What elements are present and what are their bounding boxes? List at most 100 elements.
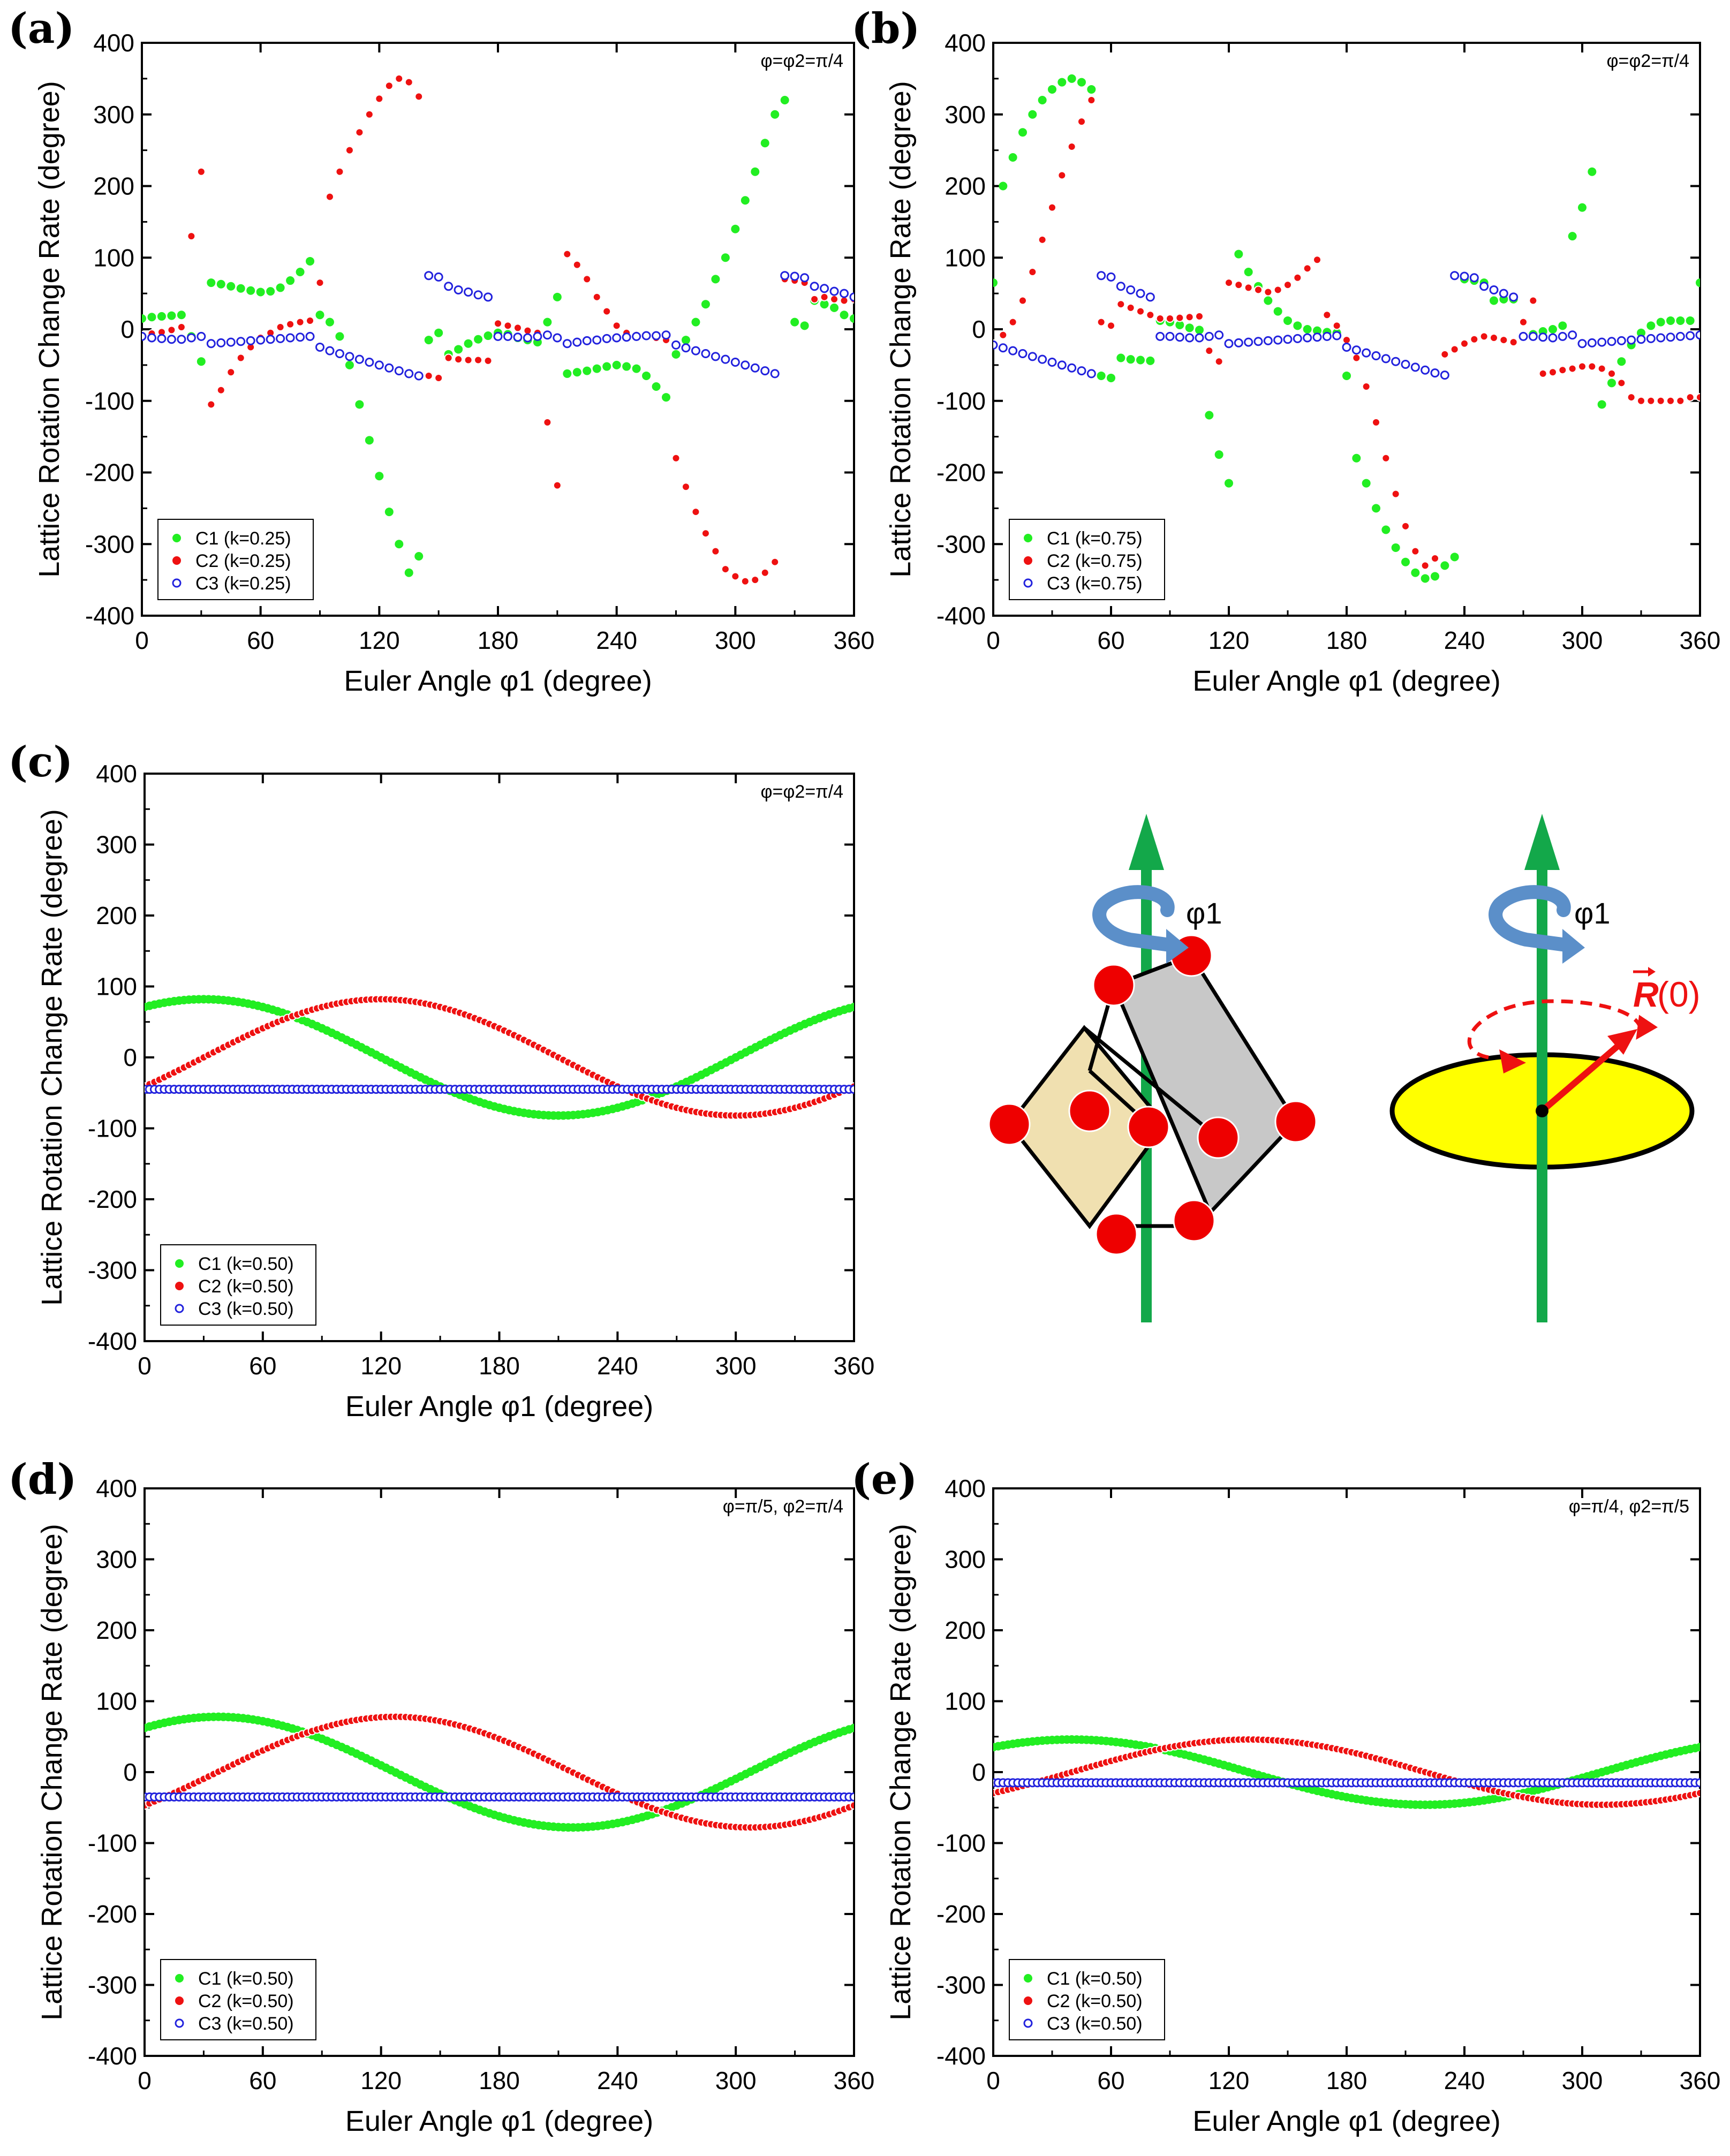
data-point xyxy=(384,363,394,373)
data-point xyxy=(414,371,424,381)
data-point xyxy=(177,322,186,331)
legend-marker xyxy=(1023,578,1033,588)
data-point xyxy=(1214,450,1223,459)
data-point xyxy=(681,343,691,353)
x-tick-label: 180 xyxy=(1326,626,1368,654)
data-point xyxy=(1253,337,1263,346)
data-point xyxy=(1440,370,1449,380)
data-point xyxy=(760,366,770,376)
data-point xyxy=(1391,489,1400,498)
legend-label: C1 (k=0.50) xyxy=(1047,1969,1143,1989)
data-point xyxy=(622,332,631,342)
data-point xyxy=(1489,285,1499,294)
legend-label: C3 (k=0.50) xyxy=(198,2014,294,2034)
data-point xyxy=(1637,396,1645,405)
data-point xyxy=(296,268,305,276)
data-point xyxy=(533,331,542,341)
y-tick-label: -300 xyxy=(936,1971,986,1999)
data-point xyxy=(701,349,711,358)
y-tick-label: -400 xyxy=(936,602,986,630)
y-tick-label: 0 xyxy=(972,315,986,343)
data-point xyxy=(751,167,760,176)
atom xyxy=(1127,1106,1170,1148)
legend-marker xyxy=(172,578,182,588)
data-point xyxy=(1116,300,1125,309)
y-tick-label: 100 xyxy=(945,244,986,271)
data-point xyxy=(474,335,483,344)
data-point xyxy=(1028,268,1037,276)
data-point xyxy=(315,278,324,288)
data-point xyxy=(1214,357,1223,366)
data-point xyxy=(1234,338,1243,347)
y-tick-label: -300 xyxy=(936,530,986,558)
data-point xyxy=(1057,171,1067,180)
data-point xyxy=(513,332,523,342)
data-point xyxy=(296,332,305,342)
data-point xyxy=(1696,1743,1700,1752)
data-point xyxy=(562,339,572,349)
data-point xyxy=(1195,333,1204,343)
data-point xyxy=(1175,313,1184,322)
data-point xyxy=(1195,312,1204,321)
y-tick-label: 200 xyxy=(945,172,986,200)
data-point xyxy=(1421,561,1430,570)
legend-marker xyxy=(175,1974,184,1983)
data-point xyxy=(1362,479,1371,488)
data-point xyxy=(810,294,819,304)
series-c1 xyxy=(145,995,854,1120)
data-point xyxy=(1490,334,1498,343)
data-point xyxy=(1283,335,1293,344)
legend-marker xyxy=(1024,556,1032,565)
data-point xyxy=(276,283,285,292)
legend-marker xyxy=(1024,534,1032,542)
data-point xyxy=(1686,316,1695,325)
data-point xyxy=(1322,331,1332,341)
data-point xyxy=(850,1002,854,1011)
data-point xyxy=(1214,330,1224,340)
x-tick-label: 180 xyxy=(478,626,519,654)
data-point xyxy=(1381,453,1391,463)
data-point xyxy=(1008,153,1017,162)
data-point xyxy=(1293,321,1302,330)
data-point xyxy=(1008,346,1018,355)
data-point xyxy=(1568,364,1577,373)
data-point xyxy=(1312,332,1322,342)
data-point xyxy=(1273,307,1282,316)
x-tick-label: 300 xyxy=(1562,626,1603,654)
series-c3 xyxy=(993,271,1700,380)
data-point xyxy=(216,338,226,347)
data-point xyxy=(1401,360,1410,369)
data-point xyxy=(1450,553,1459,562)
data-point xyxy=(1038,235,1047,244)
data-point xyxy=(1057,360,1067,370)
y-axis-label: Lattice Rotation Change Rate (degree) xyxy=(36,1524,68,2021)
data-point xyxy=(800,273,810,283)
data-point xyxy=(1097,371,1106,380)
y-tick-label: -400 xyxy=(88,1327,137,1355)
x-tick-label: 0 xyxy=(986,2067,1000,2094)
data-point xyxy=(484,356,493,365)
data-point xyxy=(1587,338,1597,347)
data-point xyxy=(1578,362,1587,371)
data-point xyxy=(474,355,483,365)
data-point xyxy=(671,340,681,350)
data-point xyxy=(1362,348,1371,358)
data-point xyxy=(849,1085,854,1094)
panel-a: (a) 0 60 120 180 240 300 360 400 300 200 100 0 -100 -2… xyxy=(8,4,874,697)
data-point xyxy=(1695,330,1700,340)
data-point xyxy=(167,326,176,335)
y-tick-label: -100 xyxy=(88,1829,137,1857)
x-tick-label: 0 xyxy=(986,626,1000,654)
x-tick-label: 300 xyxy=(715,1352,757,1380)
data-point xyxy=(484,331,493,341)
series-c2 xyxy=(993,96,1700,570)
data-point xyxy=(197,357,206,366)
data-point xyxy=(1646,334,1656,343)
data-point xyxy=(1175,332,1184,342)
data-point xyxy=(622,362,631,371)
data-point xyxy=(602,362,611,371)
cell-edge xyxy=(1083,1026,1220,1139)
data-point xyxy=(1008,317,1017,327)
parameter-annotation: φ=π/4, φ2=π/5 xyxy=(1569,1496,1689,1517)
data-point xyxy=(395,540,404,549)
